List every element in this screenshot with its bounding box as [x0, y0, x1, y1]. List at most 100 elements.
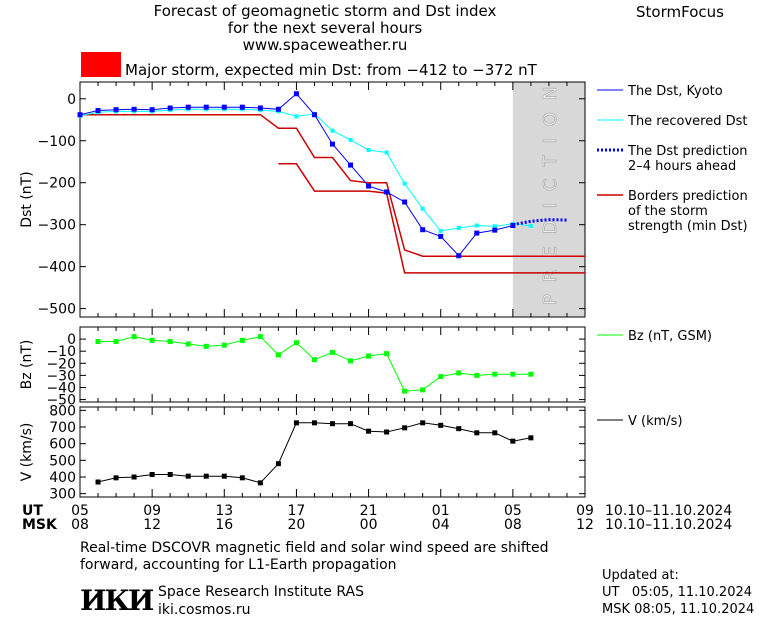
- bz-point: [420, 387, 426, 393]
- dst-recovered-point: [330, 128, 335, 133]
- v-y-tick-label: 600: [49, 437, 76, 453]
- dst-y-tick-label: −400: [38, 260, 76, 276]
- bz-line: [98, 336, 531, 392]
- v-point: [528, 435, 534, 441]
- v-point: [257, 480, 263, 486]
- v-point: [185, 473, 191, 479]
- dst-kyoto-point: [366, 183, 372, 189]
- ut-tick-label: 05: [71, 503, 89, 519]
- dst-border-line: [278, 163, 585, 274]
- ut-axis-label: UT: [22, 503, 43, 519]
- dst-recovered-point: [420, 206, 425, 211]
- dst-recovered-point: [528, 223, 533, 228]
- footer-note-line: Real-time DSCOVR magnetic field and sola…: [80, 540, 549, 556]
- dst-kyoto-point: [402, 199, 408, 205]
- dst-frame: [79, 81, 586, 318]
- dst-y-axis-label: Dst (nT): [19, 171, 35, 227]
- msk-tick-label: 04: [432, 517, 450, 533]
- app-name: StormFocus: [636, 3, 724, 21]
- legend-bz-label: Bz (nT, GSM): [628, 329, 712, 344]
- legend-dst-prediction-label: The Dst prediction: [627, 144, 748, 159]
- bz-point: [456, 370, 462, 376]
- bz-point: [330, 349, 335, 355]
- ut-tick-label: 09: [576, 503, 594, 519]
- bz-y-tick-label: −20: [46, 356, 76, 372]
- bz-point: [384, 351, 390, 357]
- bz-point: [131, 334, 137, 340]
- bz-point: [185, 341, 191, 347]
- ut-tick-label: 05: [504, 503, 522, 519]
- dst-kyoto-point: [221, 104, 227, 110]
- prediction-band-text: PREDICTION: [540, 75, 561, 305]
- ut-tick-label: 01: [432, 503, 450, 519]
- dst-kyoto-point: [330, 141, 335, 147]
- institute-block: Space Research Institute RAS iki.cosmos.…: [158, 583, 364, 619]
- bz-point: [275, 352, 281, 358]
- dst-kyoto-point: [420, 227, 426, 233]
- v-point: [239, 475, 245, 481]
- bz-point: [528, 371, 534, 377]
- dst-y-tick-label: −500: [38, 302, 76, 318]
- dst-kyoto-point: [149, 107, 155, 113]
- v-point: [438, 422, 444, 428]
- dst-recovered-point: [402, 181, 407, 186]
- legend-dst-prediction-label: 2–4 hours ahead: [628, 159, 736, 174]
- legend-dst-recovered-label: The recovered Dst: [627, 114, 747, 129]
- v-point: [348, 421, 354, 427]
- legend-borders-label: of the storm: [628, 204, 708, 219]
- v-point: [293, 420, 299, 426]
- v-point: [167, 472, 173, 477]
- ut-date-range: 10.10–11.10.2024: [605, 503, 732, 519]
- v-point: [311, 420, 317, 426]
- bz-y-tick-label: −10: [46, 344, 76, 360]
- v-point: [384, 429, 390, 435]
- v-y-tick-label: 700: [49, 420, 76, 436]
- dst-recovered-point: [492, 224, 497, 229]
- dst-kyoto-point: [95, 108, 101, 114]
- dst-kyoto-point: [113, 107, 119, 113]
- dst-recovered-point: [384, 150, 389, 155]
- bz-y-tick-label: −30: [46, 368, 76, 384]
- v-y-tick-label: 500: [49, 453, 76, 469]
- footer-note: Real-time DSCOVR magnetic field and sola…: [80, 540, 549, 574]
- bz-point: [492, 371, 498, 377]
- dst-kyoto-point: [456, 253, 462, 259]
- institute-name: Space Research Institute RAS: [158, 584, 364, 600]
- storm-alert-swatch: [81, 52, 121, 77]
- chart-title-line: Forecast of geomagnetic storm and Dst in…: [153, 2, 497, 20]
- dst-y-tick-label: −300: [38, 218, 76, 234]
- dst-kyoto-point: [257, 105, 263, 111]
- prediction-band-label: PREDICTION: [539, 74, 561, 305]
- dst-kyoto-point: [77, 112, 83, 118]
- msk-tick-label: 12: [576, 517, 594, 533]
- bz-point: [257, 334, 263, 340]
- v-point: [131, 474, 137, 480]
- updated-ut: UT 05:05, 11.10.2024: [602, 585, 753, 600]
- chart-subtitle-line: for the next several hours: [227, 19, 423, 37]
- dst-recovered-point: [348, 137, 353, 142]
- v-point: [221, 473, 227, 479]
- v-y-tick-label: 300: [49, 487, 76, 503]
- v-point: [113, 475, 119, 481]
- dst-kyoto-point: [167, 105, 173, 111]
- bz-frame: [79, 326, 586, 403]
- v-point: [203, 473, 209, 479]
- v-point: [420, 420, 426, 426]
- dst-kyoto-point: [293, 91, 299, 97]
- dst-kyoto-point: [131, 106, 137, 112]
- bz-y-tick-label: −50: [46, 393, 76, 409]
- source-url: www.spaceweather.ru: [242, 36, 408, 54]
- msk-date-range: 10.10–11.10.2024: [605, 517, 732, 533]
- v-point: [366, 428, 372, 434]
- msk-axis-label: MSK: [22, 517, 58, 533]
- prediction-band: [512, 82, 585, 317]
- dst-prediction-line: [512, 218, 568, 227]
- bz-point: [402, 388, 408, 394]
- dst-kyoto-point: [492, 227, 498, 233]
- institute-url[interactable]: iki.cosmos.ru: [158, 602, 251, 618]
- msk-tick-label: 08: [504, 517, 522, 533]
- storm-alert-text: Major storm, expected min Dst: from −412…: [125, 61, 537, 79]
- dst-kyoto-point: [348, 162, 354, 168]
- v-y-tick-label: 800: [49, 403, 76, 419]
